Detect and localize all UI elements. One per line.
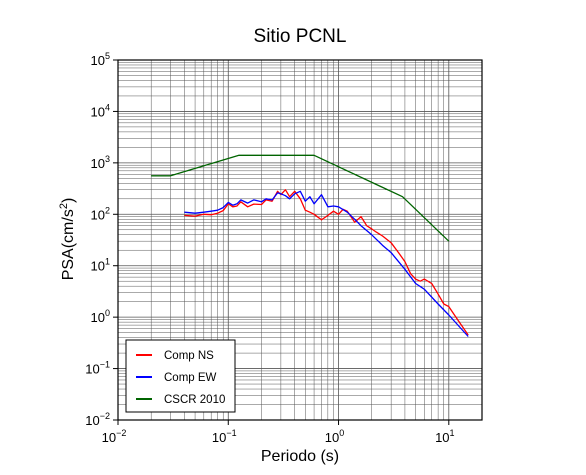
plot-frame — [117, 59, 483, 421]
y-tick-label: 100 — [91, 308, 110, 325]
series-line-comp-ew — [184, 190, 469, 337]
axis-ticks: 10−2 10−1 100 101 10−2 10−1 100 101 102 103 104 105 — [85, 51, 454, 445]
y-axis-label-end: ) — [60, 198, 77, 203]
y-axis-label-base: PSA(cm/s — [60, 209, 77, 280]
y-tick-label: 101 — [91, 257, 110, 274]
legend: Comp NS Comp EW CSCR 2010 — [125, 339, 236, 413]
series-line-comp-ns — [184, 189, 469, 336]
series-layer — [151, 154, 469, 337]
y-tick-label: 105 — [91, 51, 110, 68]
y-tick-label: 10−1 — [85, 360, 110, 377]
y-tick-label: 10−2 — [85, 411, 110, 428]
chart-title: Sitio PCNL — [254, 26, 347, 47]
x-tick-label: 10−1 — [212, 428, 237, 445]
x-axis-label: Periodo (s) — [261, 448, 339, 465]
legend-label: Comp EW — [164, 372, 217, 384]
series-line-cscr-2010 — [151, 154, 450, 242]
x-tick-label: 10−2 — [102, 428, 127, 445]
x-tick-label: 100 — [325, 428, 344, 445]
legend-label: Comp NS — [164, 350, 214, 362]
y-axis-label: PSA(cm/s2) — [58, 198, 77, 281]
legend-label: CSCR 2010 — [164, 394, 225, 406]
plot-grid — [117, 59, 483, 421]
y-tick-label: 104 — [91, 102, 110, 119]
x-tick-label: 101 — [435, 428, 454, 445]
y-axis-label-sup: 2 — [58, 203, 70, 209]
y-tick-label: 103 — [91, 154, 110, 171]
y-tick-label: 102 — [91, 205, 110, 222]
